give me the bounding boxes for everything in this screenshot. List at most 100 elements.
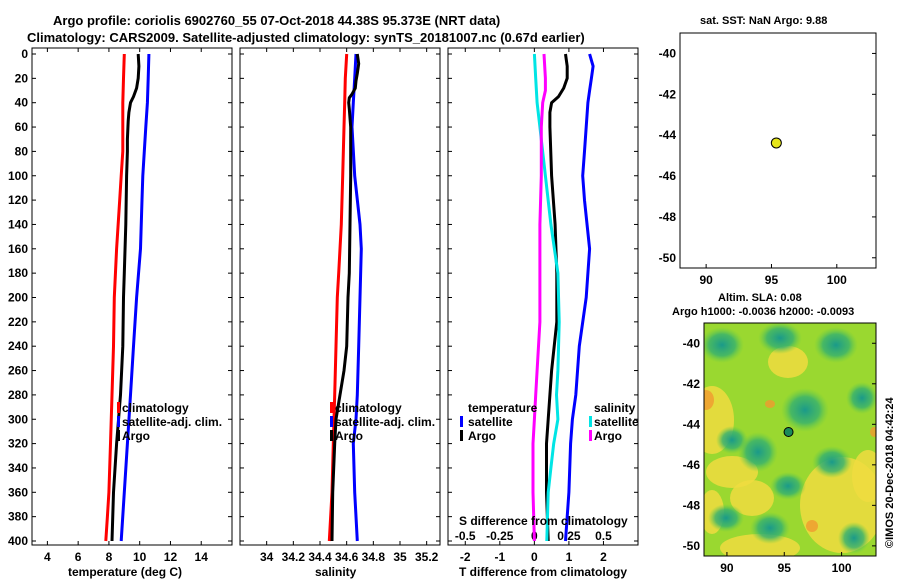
s-argo-line: [531, 53, 547, 542]
x-tick-label: 1: [566, 550, 573, 564]
sla-high-patch: [730, 480, 774, 516]
x-tick-label: -2: [460, 550, 471, 564]
t-satellite-line: [564, 53, 595, 542]
pressure-tick-label: 140: [8, 217, 28, 231]
x-tick-label: 35.2: [415, 550, 439, 564]
t-argo-line: [545, 53, 569, 542]
legend-climatology: climatology: [122, 401, 189, 415]
pressure-tick-label: 40: [15, 96, 29, 110]
t-diff-axis-label: T difference from climatology: [459, 565, 627, 579]
pressure-tick-label: 0: [21, 47, 28, 61]
legend-swatch-satellite: [330, 416, 333, 427]
map-x-tick-label: 100: [827, 273, 847, 287]
pressure-tick-label: 240: [8, 339, 28, 353]
pressure-tick-label: 280: [8, 388, 28, 402]
pressure-tick-label: 260: [8, 364, 28, 378]
legend-t-argo: Argo: [468, 429, 496, 443]
pressure-tick-label: 180: [8, 266, 28, 280]
pressure-tick-label: 340: [8, 461, 28, 475]
sla-very-high-patch: [806, 520, 818, 532]
sla-low-patch: [708, 504, 744, 532]
s-satellite-line: [532, 53, 561, 542]
salinity-legend: climatology satellite-adj. clim. Argo: [330, 401, 435, 443]
x-tick-label: 34.8: [362, 550, 386, 564]
title-line-2: Climatology: CARS2009. Satellite-adjuste…: [27, 30, 585, 45]
map-y-tick-label: -42: [683, 377, 701, 391]
sla-field: [704, 323, 876, 556]
sla-very-high-patch: [870, 427, 876, 437]
s-diff-tick-label: -0.5: [455, 529, 476, 543]
map-y-tick-label: -48: [659, 210, 677, 224]
x-tick-label: 35: [393, 550, 407, 564]
legend-swatch-argo: [330, 430, 333, 441]
x-tick-label: -1: [494, 550, 505, 564]
pressure-tick-label: 400: [8, 534, 28, 548]
sla-low-patch: [704, 327, 744, 363]
map-y-tick-label: -44: [659, 128, 677, 142]
x-tick-label: 10: [133, 550, 147, 564]
sla-low-patch: [838, 522, 870, 554]
legend-swatch-argo: [117, 430, 120, 441]
sla-high-patch: [852, 450, 876, 502]
legend-swatch-satellite: [117, 416, 120, 427]
difference-panel: -2 -1 0 1 2-0.5 -0.25 0 0.25 0.5: [448, 48, 638, 564]
argo-position-marker: [770, 137, 782, 149]
x-tick-label: 4: [44, 550, 51, 564]
s-diff-tick-label: 0.25: [557, 529, 581, 543]
x-tick-label: 2: [600, 550, 607, 564]
salinity-panel-frame: [239, 47, 441, 546]
x-tick-label: 8: [106, 550, 113, 564]
map-y-tick-label: -44: [683, 417, 701, 431]
x-tick-label: 34.6: [335, 550, 359, 564]
pressure-axis: 0 20 40 60 80 100 120 140 160 180 200 220 240 260 280 3…: [8, 47, 28, 548]
map-y-tick-label: -50: [659, 251, 677, 265]
satellite-adj-clim--line: [119, 53, 151, 542]
s-diff-tick-label: -0.25: [486, 529, 514, 543]
pressure-tick-label: 100: [8, 169, 28, 183]
sla-low-patch: [781, 388, 829, 432]
imos-credit: ©IMOS 20-Dec-2018 04:42:24: [884, 397, 896, 548]
sla-map: 90 95 100 -40 -42 -44 -46 -48 -50: [683, 322, 877, 575]
climatology-line: [104, 53, 126, 542]
argo-line: [110, 53, 141, 542]
pressure-tick-label: 300: [8, 412, 28, 426]
map-x-tick-label: 90: [720, 561, 734, 575]
sla-low-patch: [738, 432, 778, 472]
salinity-panel: 34 34.2 34.4 34.6 34.8 35 35.2: [240, 48, 440, 564]
sla-high-patch: [768, 346, 808, 378]
pressure-tick-label: 220: [8, 315, 28, 329]
sla-map-subtitle: Argo h1000: -0.0036 h2000: -0.0093: [672, 306, 854, 318]
map-y-tick-label: -40: [659, 46, 677, 60]
sst-map-title: sat. SST: NaN Argo: 9.88: [700, 15, 827, 27]
map-y-tick-label: -48: [683, 498, 701, 512]
x-tick-label: 6: [75, 550, 82, 564]
legend-swatch-t-satellite: [460, 416, 463, 427]
legend-swatch-climatology: [330, 402, 333, 413]
sst-map: 90 95 100 -40 -42 -44 -46 -48 -50: [659, 46, 876, 287]
temperature-panel-frame: [31, 47, 233, 546]
sla-low-patch: [750, 512, 790, 544]
pressure-tick-label: 160: [8, 242, 28, 256]
sla-low-patch: [846, 382, 876, 414]
sla-map-frame: [703, 322, 877, 557]
legend-argo: Argo: [122, 429, 150, 443]
temperature-axis-label: temperature (deg C): [68, 565, 182, 579]
map-y-tick-label: -46: [659, 169, 677, 183]
climatology-line: [327, 53, 349, 542]
x-tick-label: 0: [531, 550, 538, 564]
temperature-panel: 4 6 8 10 12 14: [32, 48, 232, 564]
sla-map-title: Altim. SLA: 0.08: [718, 292, 802, 304]
legend-swatch-climatology: [117, 402, 120, 413]
map-x-tick-label: 95: [778, 561, 792, 575]
map-y-tick-label: -42: [659, 87, 677, 101]
map-x-tick-label: 90: [699, 273, 713, 287]
x-tick-label: 14: [195, 550, 209, 564]
legend-swatch-s-argo: [589, 430, 592, 441]
sla-low-patch: [814, 327, 858, 363]
x-tick-label: 34.2: [282, 550, 306, 564]
legend-climatology: climatology: [335, 401, 402, 415]
pressure-tick-label: 80: [15, 144, 29, 158]
legend-satellite-clim: satellite-adj. clim.: [122, 415, 222, 429]
x-tick-label: 34: [260, 550, 274, 564]
s-diff-axis-label: S difference from climatology: [459, 514, 628, 528]
